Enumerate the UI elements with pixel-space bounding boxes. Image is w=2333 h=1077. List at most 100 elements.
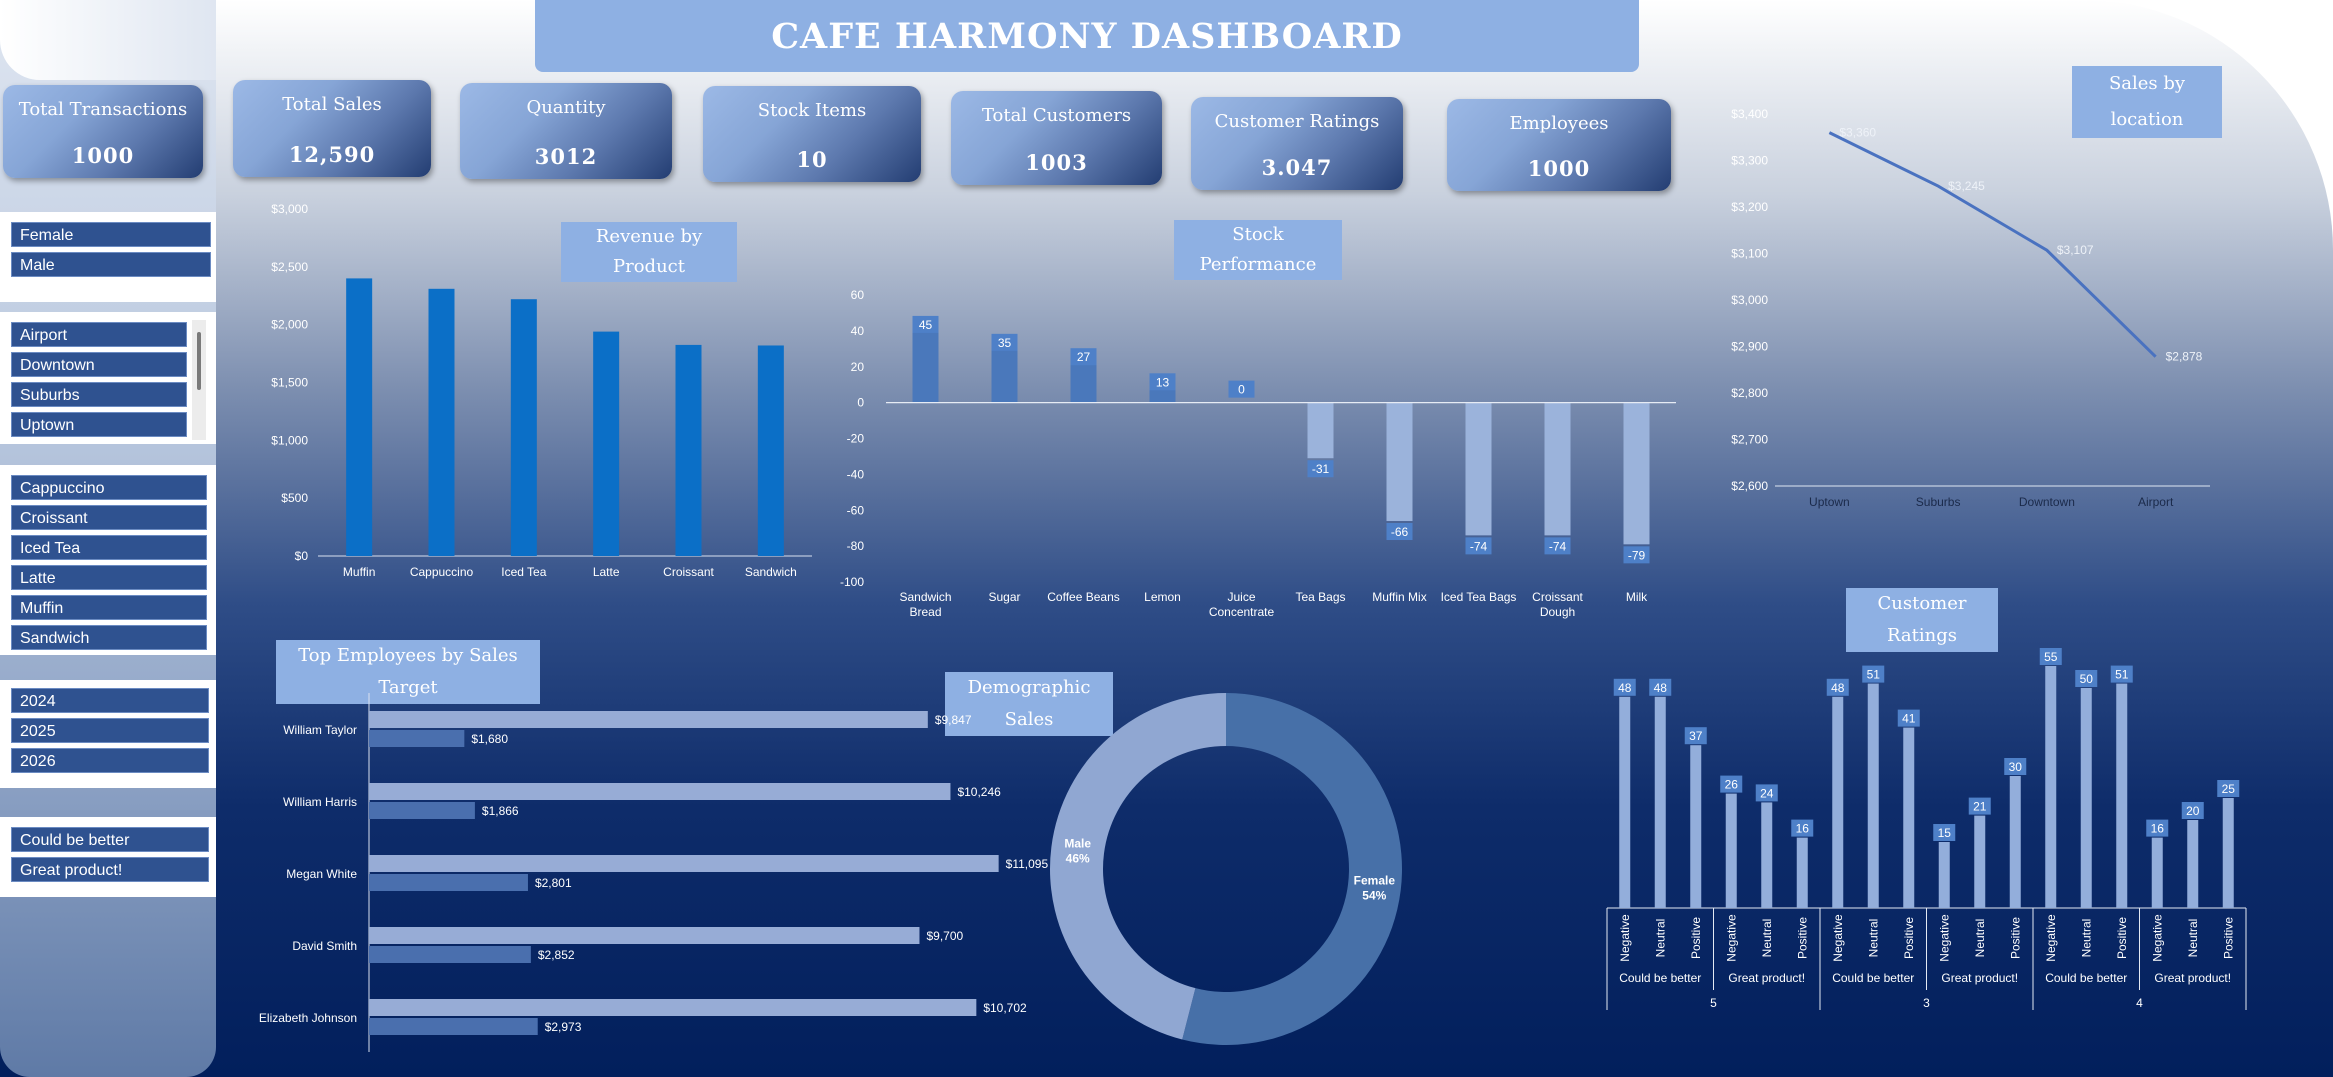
stock-ytick: -80	[847, 539, 865, 553]
stock-label-box	[1386, 523, 1413, 541]
revenue-bar	[428, 288, 455, 556]
stock-xtick: Lemon	[1144, 590, 1181, 604]
slicer-item-male[interactable]: Male	[11, 252, 211, 277]
kpi-value: 12,590	[288, 142, 376, 167]
stock-data-label: 13	[1156, 375, 1170, 389]
stock-xtick: Iced Tea Bags	[1441, 590, 1517, 604]
stock-label-box	[1623, 546, 1650, 564]
slicer-scrollbar[interactable]	[192, 320, 206, 440]
ratings-label-box	[1933, 824, 1956, 841]
kpi-value: 3012	[534, 144, 598, 169]
ratings-bar	[1654, 696, 1666, 908]
slicer-item-2025[interactable]: 2025	[11, 718, 209, 743]
dashboard-title: CAFE HARMONY DASHBOARD	[771, 15, 1403, 57]
revenue-xtick: Croissant	[663, 565, 714, 579]
employee-target-bar	[369, 783, 951, 800]
ratings-data-label: 16	[1796, 822, 1810, 836]
stock-xtick: Tea Bags	[1295, 590, 1345, 604]
slicer-location: Airport Downtown Suburbs Uptown	[0, 312, 216, 444]
ratings-sentiment-label: Positive	[1902, 917, 1916, 959]
employee-name: William Harris	[283, 795, 357, 809]
ratings-group-label: 5	[1710, 996, 1717, 1010]
location-ytick: $3,000	[1731, 293, 1768, 307]
location-data-label: $3,107	[2057, 243, 2094, 257]
donut-slice	[1050, 693, 1226, 1040]
ratings-label-box	[2146, 819, 2169, 837]
employee-target-label: $10,702	[983, 1001, 1027, 1015]
ratings-bar	[2222, 798, 2234, 908]
ratings-label-box	[1968, 797, 1991, 815]
slicer-item-uptown[interactable]: Uptown	[11, 412, 187, 437]
stock-ytick: -100	[840, 575, 864, 589]
employee-name: William Taylor	[283, 723, 357, 737]
ratings-sentiment-label: Negative	[1618, 914, 1632, 962]
ratings-label-box	[2075, 670, 2098, 687]
ratings-feedback-label: Could be better	[1832, 971, 1914, 985]
ratings-label-box	[1826, 678, 1849, 696]
employee-sales-bar	[369, 730, 465, 747]
ratings-label-box	[1897, 709, 1920, 727]
slicer-item-2024[interactable]: 2024	[11, 688, 209, 713]
stock-xtick: Bread	[909, 605, 941, 619]
ratings-feedback-label: Great product!	[1728, 971, 1805, 985]
slicer-item-croissant[interactable]: Croissant	[11, 505, 207, 530]
ratings-feedback-label: Could be better	[2045, 971, 2127, 985]
employee-sales-label: $1,866	[482, 804, 519, 818]
location-ytick: $2,900	[1731, 340, 1768, 354]
kpi-total-transactions: Total Transactions 1000	[3, 85, 203, 178]
slicer-item-2026[interactable]: 2026	[11, 748, 209, 773]
revenue-ytick: $2,000	[271, 318, 308, 332]
slicer-item-great-product[interactable]: Great product!	[11, 857, 209, 882]
slicer-item-could-be-better[interactable]: Could be better	[11, 827, 209, 852]
location-data-label: $3,245	[1948, 179, 1985, 193]
employee-sales-bar	[369, 802, 475, 819]
slicer-item-cappuccino[interactable]: Cappuccino	[11, 475, 207, 500]
employee-sales-label: $2,801	[535, 876, 572, 890]
ratings-data-label: 25	[2222, 782, 2236, 796]
ratings-bar	[1903, 727, 1915, 908]
revenue-ytick: $1,000	[271, 433, 308, 447]
ratings-data-label: 16	[2151, 822, 2165, 836]
scrollbar-thumb[interactable]	[197, 332, 201, 390]
kpi-value: 1003	[1025, 150, 1088, 175]
slicer-product: Cappuccino Croissant Iced Tea Latte Muff…	[0, 465, 216, 655]
slicer-item-suburbs[interactable]: Suburbs	[11, 382, 187, 407]
ratings-label-box	[1720, 775, 1743, 793]
slicer-item-downtown[interactable]: Downtown	[11, 352, 187, 377]
donut-slice-label: Male	[1064, 836, 1091, 850]
employee-name: Megan White	[286, 867, 357, 881]
employee-target-label: $10,246	[957, 785, 1001, 799]
ratings-bar	[1796, 837, 1808, 908]
stock-xtick: Milk	[1626, 590, 1648, 604]
kpi-label: Quantity	[526, 97, 606, 118]
slicer-item-muffin[interactable]: Muffin	[11, 595, 207, 620]
ratings-group-label: 4	[2136, 996, 2143, 1010]
ratings-data-label: 48	[1654, 681, 1668, 695]
kpi-value: 1000	[71, 143, 135, 168]
slicer-item-iced-tea[interactable]: Iced Tea	[11, 535, 207, 560]
location-xtick: Suburbs	[1916, 495, 1961, 509]
stock-label-box	[1307, 460, 1334, 478]
ratings-data-label: 48	[1831, 681, 1845, 695]
stock-data-label: -66	[1391, 525, 1409, 539]
kpi-value: 3.047	[1261, 155, 1333, 180]
ratings-data-label: 15	[1938, 826, 1952, 840]
stock-data-label: -79	[1628, 548, 1646, 562]
slicer-item-airport[interactable]: Airport	[11, 322, 187, 347]
ratings-label-box	[1791, 819, 1814, 837]
slicer-item-sandwich[interactable]: Sandwich	[11, 625, 207, 650]
ratings-sentiment-label: Positive	[1689, 917, 1703, 959]
ratings-data-label: 55	[2044, 650, 2058, 664]
ratings-sentiment-label: Neutral	[1866, 919, 1880, 958]
ratings-feedback-label: Could be better	[1619, 971, 1701, 985]
slicer-item-female[interactable]: Female	[11, 222, 211, 247]
stock-label-box	[912, 315, 939, 333]
kpi-label: Stock Items	[757, 100, 867, 121]
donut-slice-label: Female	[1354, 874, 1396, 888]
employee-sales-label: $1,680	[471, 732, 508, 746]
slicer-item-latte[interactable]: Latte	[11, 565, 207, 590]
ratings-label-box	[2181, 802, 2204, 819]
ratings-group-label: 3	[1923, 996, 1930, 1010]
donut-slice-pct: 46%	[1066, 851, 1090, 865]
revenue-bar	[593, 331, 620, 556]
